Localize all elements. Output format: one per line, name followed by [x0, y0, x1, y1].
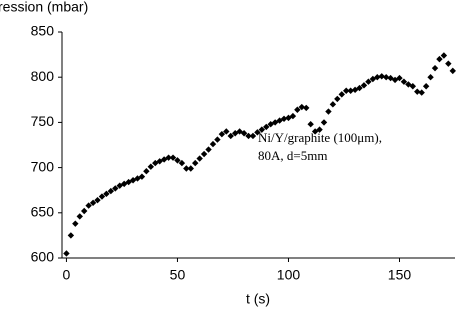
x-tick-label: 100 [277, 267, 301, 283]
data-point [391, 76, 399, 84]
data-point [400, 78, 408, 85]
data-point [298, 103, 305, 111]
data-point [436, 55, 443, 63]
data-point [356, 84, 363, 92]
data-point [174, 157, 181, 164]
data-point [414, 88, 421, 95]
data-point [249, 132, 257, 140]
x-tick-label: 50 [170, 267, 186, 283]
data-point [143, 168, 150, 175]
y-tick-label: 850 [31, 23, 55, 39]
data-point [76, 213, 83, 220]
data-point [103, 190, 110, 198]
data-point [218, 130, 226, 138]
data-point [374, 74, 381, 81]
data-point [187, 165, 194, 172]
data-point [387, 74, 394, 82]
data-point [427, 74, 434, 81]
data-point [98, 193, 106, 200]
data-point [200, 150, 208, 158]
data-point [289, 112, 297, 120]
y-tick-label: 800 [31, 68, 55, 84]
data-point [107, 187, 115, 195]
data-point [89, 199, 97, 207]
data-point [378, 73, 385, 80]
data-point [449, 67, 456, 75]
data-point [320, 119, 328, 126]
data-point [307, 121, 314, 128]
data-point [85, 202, 92, 209]
annotation: 80A, d=5mm [258, 148, 327, 163]
y-tick-label: 650 [31, 204, 55, 220]
data-point [205, 146, 212, 153]
data-point [183, 165, 190, 172]
data-point [418, 89, 425, 96]
data-point [178, 159, 186, 167]
data-point [409, 83, 417, 90]
data-point [67, 232, 75, 239]
data-point [382, 74, 390, 81]
data-point [338, 91, 345, 98]
data-point [72, 220, 79, 227]
data-point [112, 185, 119, 192]
data-point [214, 136, 221, 143]
y-tick-label: 750 [31, 113, 55, 129]
data-point [156, 158, 163, 165]
x-tick-label: 0 [63, 267, 71, 283]
data-point [138, 173, 146, 180]
data-point [81, 207, 88, 215]
data-point [369, 75, 377, 83]
data-point [334, 95, 341, 103]
data-point [343, 87, 350, 94]
data-point [147, 163, 155, 170]
y-tick-label: 600 [31, 249, 55, 265]
data-point [240, 130, 248, 137]
data-point [316, 126, 323, 133]
data-point [360, 82, 368, 89]
data-point [258, 126, 266, 133]
data-point [223, 128, 230, 135]
data-point [329, 101, 337, 108]
data-point [263, 123, 270, 131]
data-point [196, 155, 203, 162]
y-tick-label: 700 [31, 158, 55, 174]
data-point [294, 106, 301, 113]
data-point [245, 132, 252, 140]
data-point [165, 154, 172, 161]
data-point [254, 129, 261, 136]
data-point [280, 115, 288, 122]
data-point [422, 83, 430, 90]
data-point [351, 86, 359, 94]
data-point [325, 108, 332, 115]
data-point [396, 74, 403, 82]
data-point [440, 52, 448, 59]
data-point [169, 154, 177, 161]
data-point [227, 132, 234, 140]
data-point [192, 159, 199, 167]
data-point [431, 64, 439, 72]
data-point [94, 196, 101, 204]
data-point [209, 140, 217, 148]
data-point [63, 250, 70, 257]
x-axis-label: t (s) [246, 291, 270, 307]
data-point [303, 104, 310, 112]
annotation: Ni/Y/graphite (100μm), [258, 130, 382, 145]
x-tick-label: 150 [388, 267, 412, 283]
data-point [445, 60, 452, 67]
data-point [347, 87, 354, 94]
data-point [365, 78, 372, 85]
y-axis-label: ression (mbar) [0, 0, 88, 15]
